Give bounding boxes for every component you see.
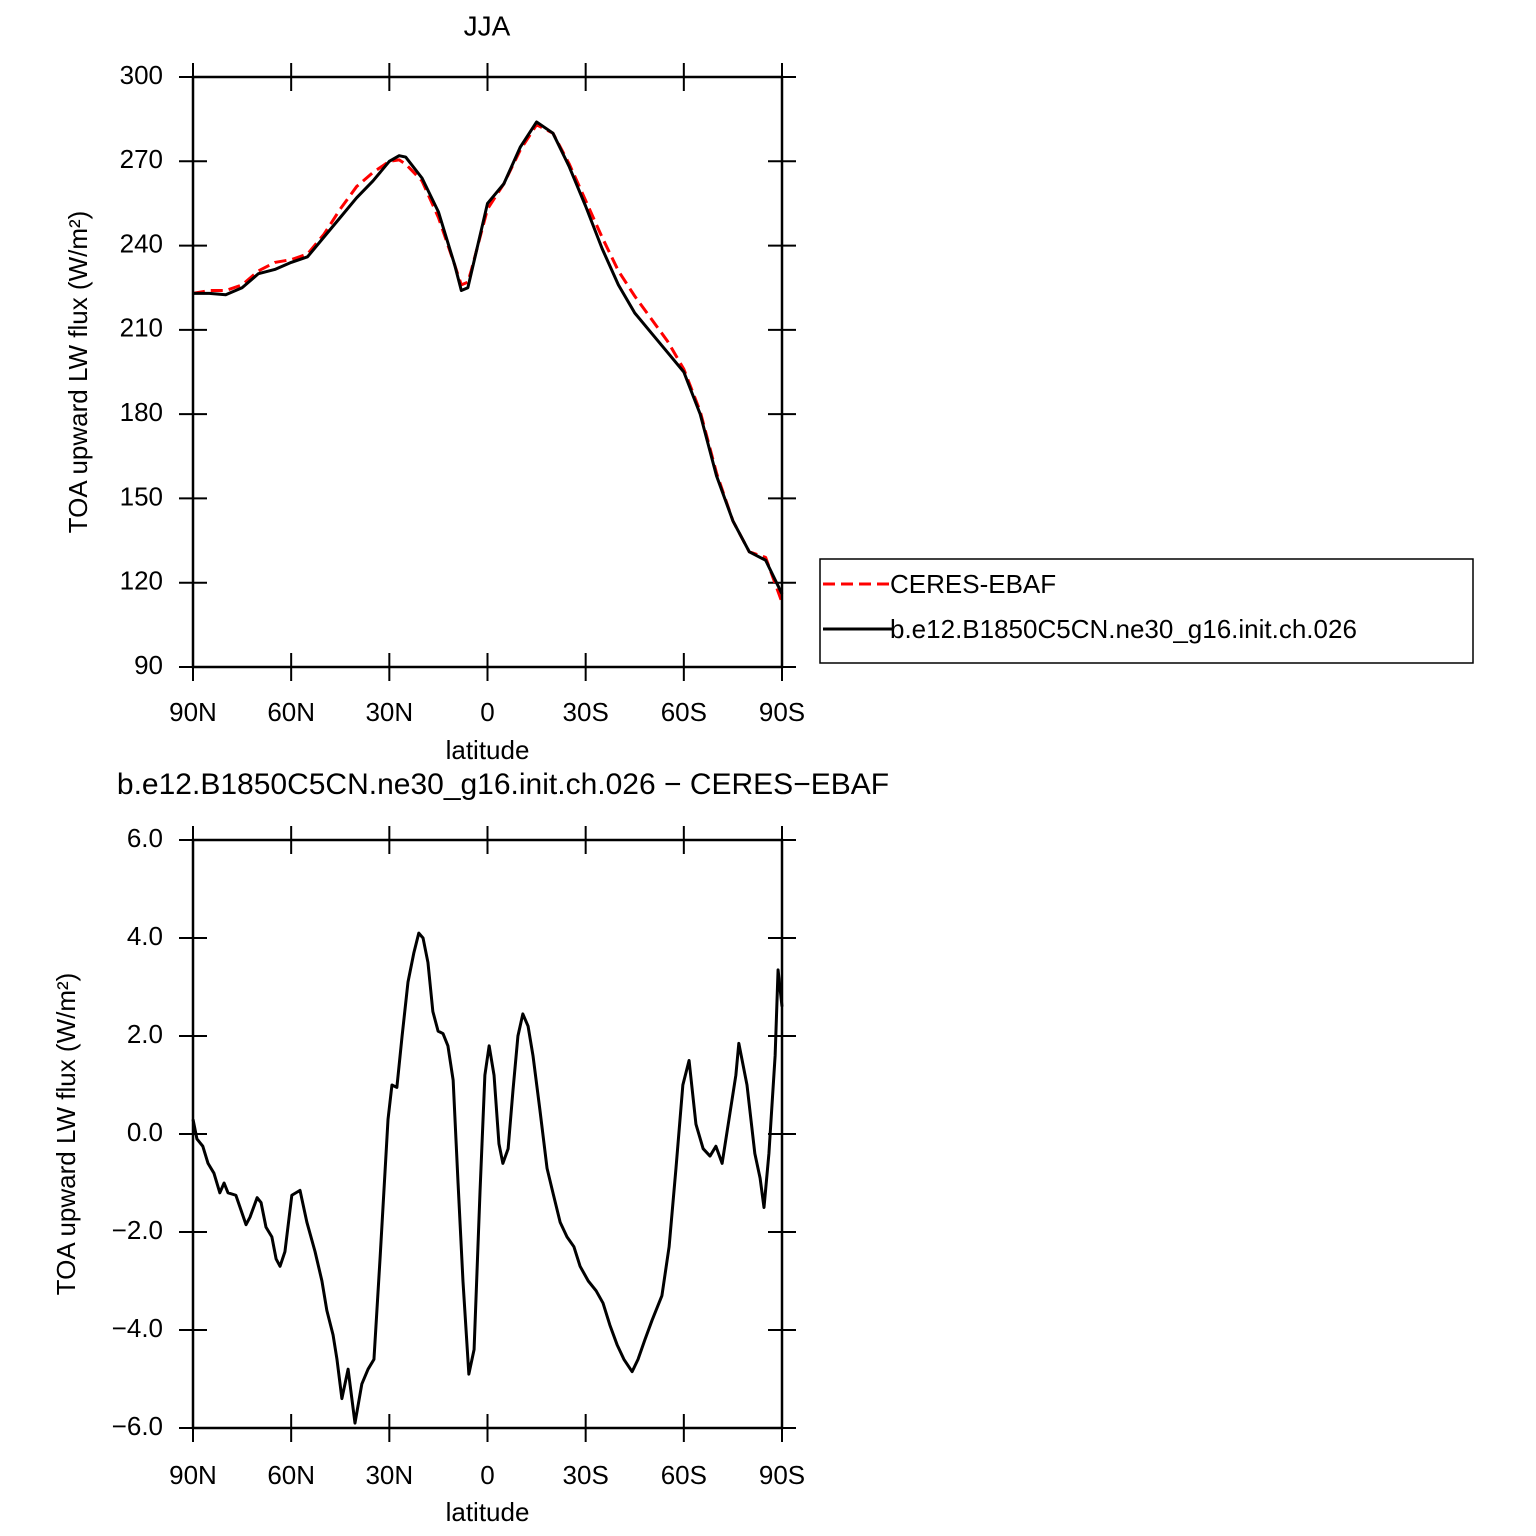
x-tick-label: 90N <box>169 697 217 727</box>
x-tick-label: 90S <box>759 697 805 727</box>
y-axis-label: TOA upward LW flux (W/m²) <box>63 211 93 534</box>
legend-label: b.e12.B1850C5CN.ne30_g16.init.ch.026 <box>890 614 1357 644</box>
y-tick-label: 240 <box>120 228 163 258</box>
x-tick-label: 60N <box>267 1460 315 1490</box>
data-line <box>192 123 784 603</box>
x-tick-label: 60N <box>267 697 315 727</box>
data-line <box>191 931 784 1425</box>
chart-title: JJA <box>464 10 511 41</box>
x-tick-label: 30S <box>563 697 609 727</box>
x-axis-label: latitude <box>446 735 530 765</box>
plot-frame <box>191 75 784 669</box>
x-axis-label: latitude <box>446 1497 530 1527</box>
chart-title: b.e12.B1850C5CN.ne30_g16.init.ch.026 − C… <box>117 768 889 801</box>
x-tick-label: 30S <box>563 1460 609 1490</box>
x-tick-label: 60S <box>661 697 707 727</box>
y-tick-label: 120 <box>120 566 163 596</box>
y-tick-label: 180 <box>120 397 163 427</box>
x-tick-label: 90N <box>169 1460 217 1490</box>
x-tick-label: 60S <box>661 1460 707 1490</box>
legend-box <box>819 558 1474 664</box>
y-tick-label: 150 <box>120 481 163 511</box>
y-tick-label: 210 <box>120 313 163 343</box>
y-tick-label: −6.0 <box>112 1411 163 1441</box>
y-tick-label: 6.0 <box>127 823 163 853</box>
x-tick-label: 0 <box>480 697 494 727</box>
x-tick-label: 30N <box>365 1460 413 1490</box>
x-tick-label: 30N <box>365 697 413 727</box>
y-tick-label: 2.0 <box>127 1019 163 1049</box>
y-tick-label: −4.0 <box>112 1313 163 1343</box>
y-tick-label: 270 <box>120 144 163 174</box>
data-line <box>193 120 784 595</box>
y-tick-label: −2.0 <box>112 1215 163 1245</box>
x-tick-label: 0 <box>480 1460 494 1490</box>
plot-frame <box>191 838 784 1430</box>
y-axis-label: TOA upward LW flux (W/m²) <box>51 973 81 1296</box>
x-tick-label: 90S <box>759 1460 805 1490</box>
legend-label: CERES-EBAF <box>890 569 1056 599</box>
y-tick-label: 0.0 <box>127 1117 163 1147</box>
y-tick-label: 300 <box>120 60 163 90</box>
y-tick-label: 4.0 <box>127 921 163 951</box>
y-tick-label: 90 <box>134 650 163 680</box>
